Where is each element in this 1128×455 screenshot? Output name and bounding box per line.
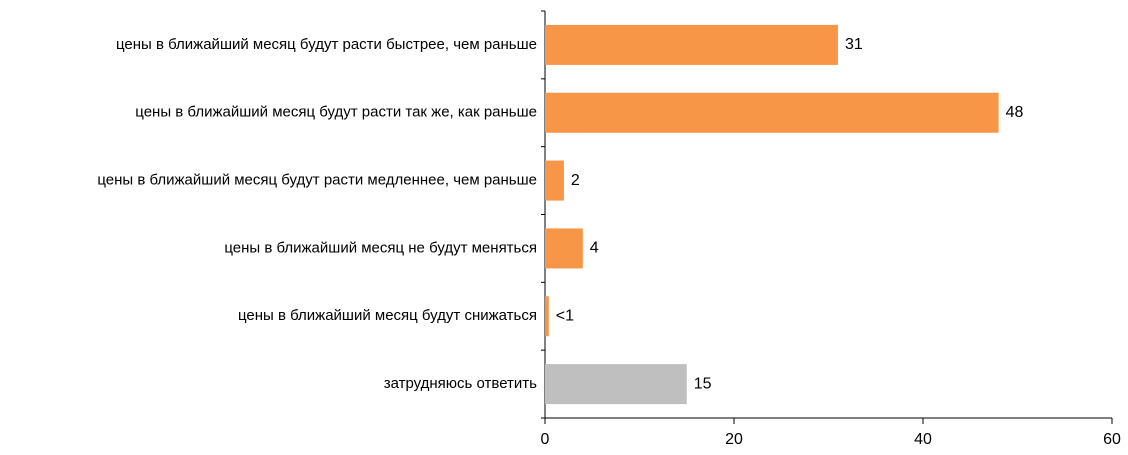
data-label: 48 (1006, 104, 1024, 121)
x-tick-label: 60 (1103, 431, 1121, 448)
x-tick-label: 20 (725, 431, 743, 448)
bar (545, 24, 838, 65)
bar (545, 364, 687, 405)
y-tick-label: цены в ближайший месяц не будут меняться (224, 239, 537, 256)
y-tick-label: цены в ближайший месяц будут расти медле… (97, 172, 537, 189)
y-tick-label: цены в ближайший месяц будут расти быстр… (116, 36, 537, 53)
x-tick-label: 40 (914, 431, 932, 448)
data-label: 2 (571, 172, 580, 189)
data-label: 31 (845, 36, 863, 53)
x-tick-label: 0 (541, 431, 550, 448)
bar (545, 160, 564, 201)
data-label: 4 (590, 240, 599, 257)
data-label: <1 (556, 307, 574, 324)
bar (545, 92, 999, 133)
bar (545, 228, 583, 269)
data-label: 15 (694, 375, 712, 392)
y-tick-label: затрудняюсь ответить (384, 375, 537, 392)
y-tick-label: цены в ближайший месяц будут расти так ж… (135, 104, 537, 121)
y-tick-label: цены в ближайший месяц будут снижаться (238, 307, 537, 324)
bar (545, 296, 549, 337)
